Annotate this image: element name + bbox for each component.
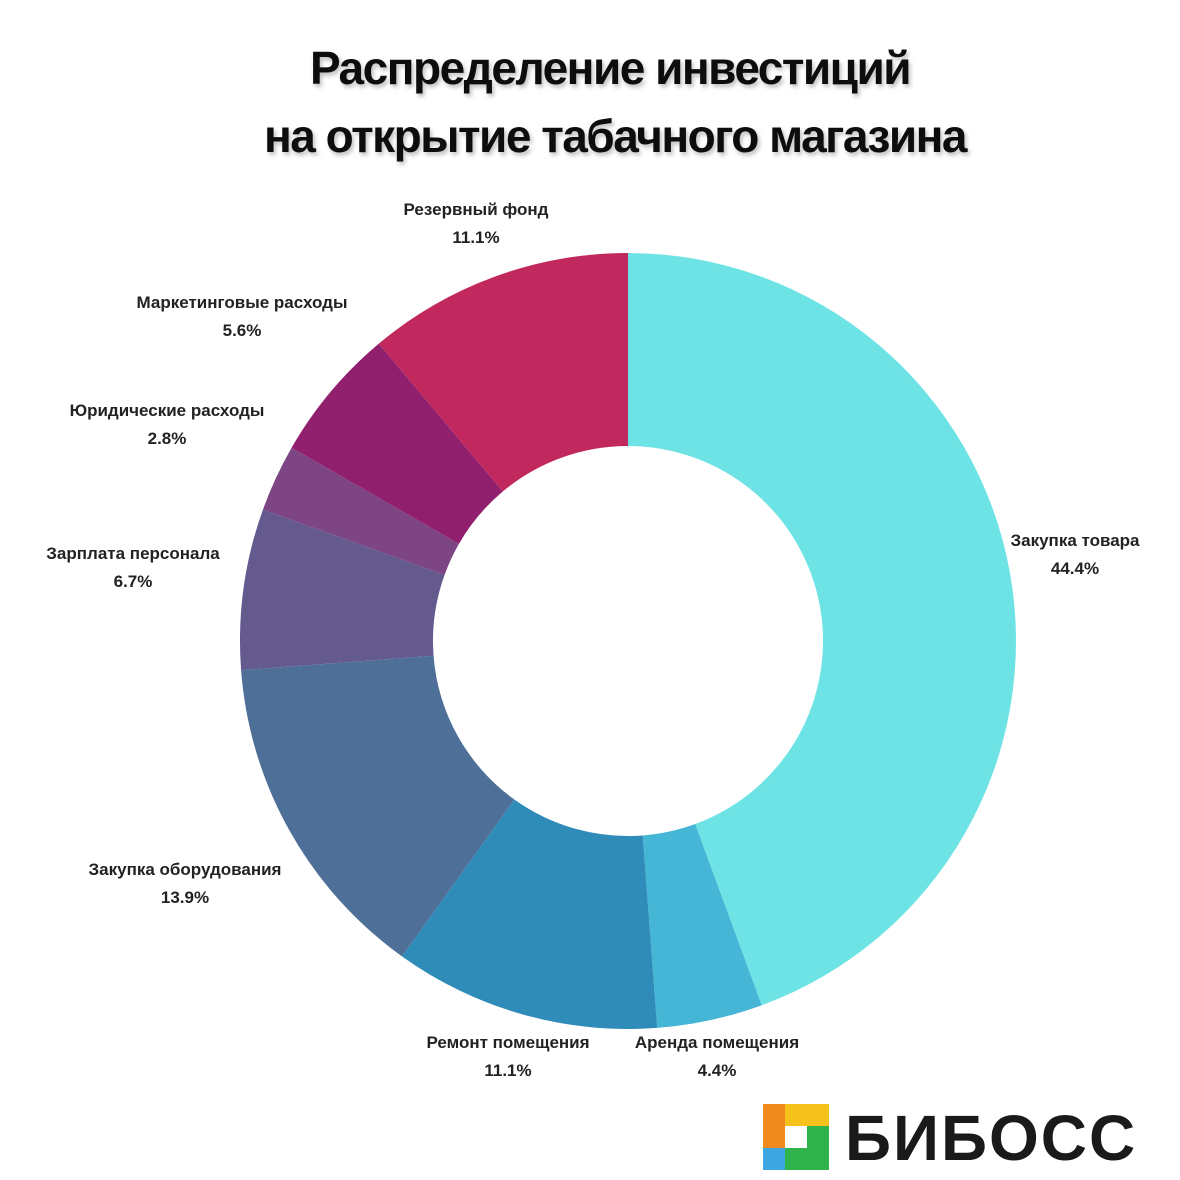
donut-slice bbox=[378, 253, 628, 492]
value-label: 2.8% bbox=[148, 429, 187, 448]
donut-slice bbox=[240, 509, 445, 671]
donut-slice bbox=[642, 824, 762, 1028]
logo-square bbox=[763, 1148, 785, 1170]
logo-square bbox=[785, 1126, 807, 1148]
donut-slice bbox=[262, 447, 459, 575]
value-label: 13.9% bbox=[161, 888, 209, 907]
slice-label: Юридические расходы bbox=[70, 401, 265, 420]
donut-slice bbox=[628, 253, 1016, 1006]
value-label: 6.7% bbox=[114, 572, 153, 591]
value-label: 11.1% bbox=[484, 1061, 531, 1080]
donut-slice bbox=[401, 799, 658, 1029]
chart-title: на открытие табачного магазина bbox=[264, 110, 968, 162]
slice-label: Зарплата персонала bbox=[46, 544, 220, 563]
value-label: 44.4% bbox=[1051, 559, 1099, 578]
chart-title: Распределение инвестиций bbox=[310, 42, 910, 94]
logo-square bbox=[763, 1104, 785, 1148]
logo: БИБОСС bbox=[763, 1102, 1137, 1174]
slice-label: Маркетинговые расходы bbox=[137, 293, 348, 312]
slice-label: Ремонт помещения bbox=[426, 1033, 589, 1052]
slice-label: Закупка товара bbox=[1010, 531, 1140, 550]
slice-label: Аренда помещения bbox=[635, 1033, 799, 1052]
slice-label: Закупка оборудования bbox=[89, 860, 282, 879]
slice-label: Резервный фонд bbox=[404, 200, 549, 219]
donut-slice bbox=[241, 655, 515, 957]
value-label: 5.6% bbox=[223, 321, 262, 340]
brand: БИБОСС bbox=[845, 1102, 1137, 1174]
donut-slice bbox=[291, 343, 503, 544]
value-label: 11.1% bbox=[452, 228, 499, 247]
value-label: 4.4% bbox=[698, 1061, 737, 1080]
